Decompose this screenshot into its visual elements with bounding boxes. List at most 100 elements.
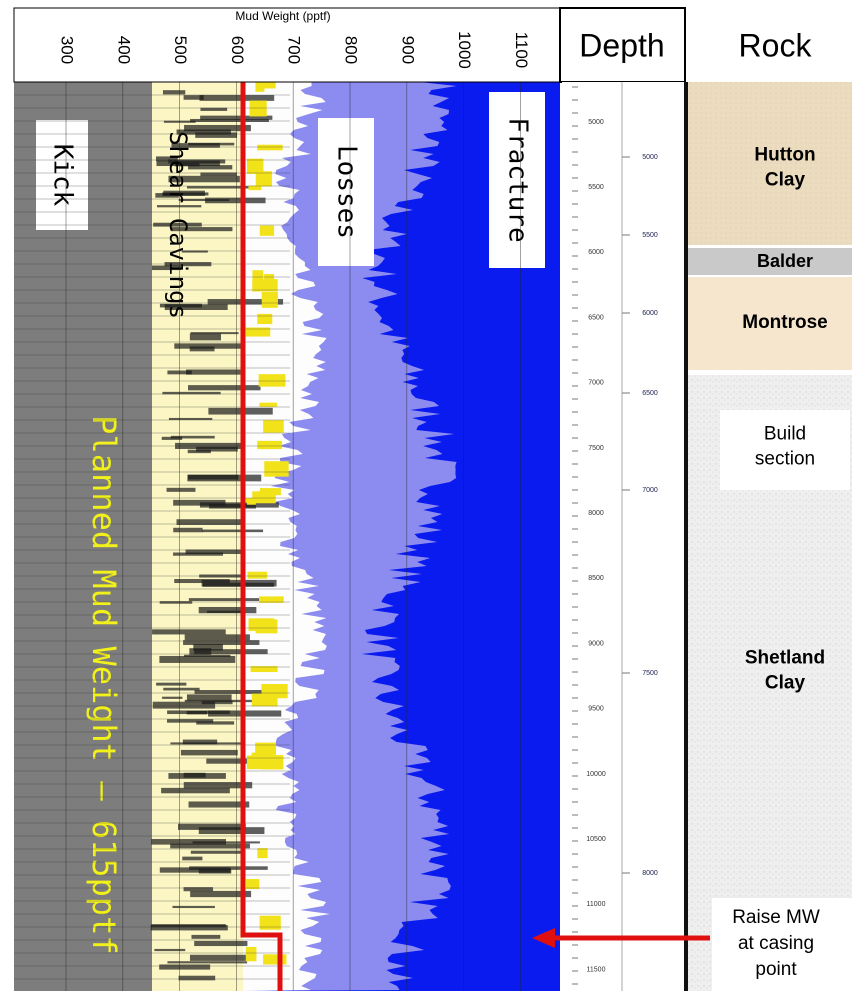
tvd-label: 7500 [642, 670, 658, 677]
noise [184, 773, 206, 778]
noise [189, 866, 268, 870]
noise [167, 719, 213, 723]
tick-label: 600 [228, 36, 247, 64]
noise [156, 683, 186, 686]
axis-title: Mud Weight (pptf) [235, 9, 330, 23]
tick-label: 300 [58, 36, 77, 64]
noise [207, 611, 245, 613]
zone-label: Planned Mud Weight – 615pptf [85, 415, 123, 954]
noise [190, 334, 221, 341]
noise [162, 437, 182, 440]
shear-fill [264, 461, 288, 476]
noise [182, 857, 202, 861]
zone-label: Losses [332, 145, 362, 239]
shear-fill [257, 441, 282, 449]
noise [184, 95, 204, 100]
noise [159, 656, 235, 663]
md-label: 7000 [588, 380, 604, 387]
noise [163, 90, 185, 94]
noise [167, 488, 196, 492]
shear-fill [252, 694, 278, 707]
md-label: 11500 [587, 966, 606, 973]
depth-col [562, 82, 684, 991]
noise [178, 824, 246, 830]
shear-fill [264, 274, 274, 281]
depth-title: Depth [579, 27, 664, 63]
noise [191, 935, 220, 939]
tick-label: 800 [342, 36, 361, 64]
shear-fill [250, 101, 267, 117]
tick-label: 1000 [455, 31, 474, 69]
noise [186, 369, 240, 374]
shear-fill [259, 403, 277, 407]
shear-fill [260, 226, 274, 236]
shear-fill [260, 916, 281, 930]
md-label: 6500 [588, 314, 604, 321]
md-label: 7500 [588, 445, 604, 452]
noise [188, 385, 260, 390]
formation-label: Balder [757, 251, 813, 271]
noise [190, 955, 254, 961]
zone-label: Fracture [503, 117, 533, 242]
shear-fill [248, 572, 268, 579]
md-label: 6000 [588, 249, 604, 256]
shear-fill [256, 619, 278, 633]
noise [202, 580, 277, 587]
md-label: 5500 [588, 184, 604, 191]
shear-fill [246, 879, 259, 889]
noise [205, 198, 266, 204]
zone-label: Kick [48, 144, 78, 207]
noise [189, 801, 250, 807]
noise [152, 629, 226, 634]
noise [190, 347, 215, 352]
noise [187, 711, 207, 714]
noise [189, 598, 263, 601]
noise [187, 475, 261, 482]
formation-label: Montrose [742, 312, 828, 333]
noise [202, 530, 263, 533]
noise [159, 964, 210, 969]
noise [160, 601, 193, 604]
shear-fill [263, 420, 284, 433]
tick-label: 400 [114, 36, 133, 64]
shear-fill [255, 82, 264, 92]
tvd-label: 8000 [642, 870, 658, 877]
md-label: 10500 [586, 836, 606, 843]
tvd-label: 6000 [642, 310, 658, 317]
noise [151, 839, 226, 845]
tvd-label: 7000 [642, 487, 658, 494]
noise [181, 750, 238, 755]
noise [163, 688, 199, 691]
tvd-label: 5000 [642, 154, 658, 161]
noise [194, 941, 247, 946]
noise [169, 418, 212, 420]
shear-fill [260, 488, 281, 495]
shear-fill [262, 292, 278, 308]
shear-fill [256, 171, 272, 186]
shear-fill [261, 755, 283, 769]
shear-fill [259, 374, 286, 386]
noise [161, 788, 230, 793]
noise [173, 528, 202, 532]
md-label: 8500 [588, 575, 604, 582]
rock-title: Rock [739, 27, 813, 63]
md-label: 8000 [588, 510, 604, 517]
tick-label: 500 [171, 36, 190, 64]
noise [179, 976, 216, 981]
noise [200, 95, 275, 101]
noise [187, 694, 232, 700]
md-label: 10000 [586, 771, 606, 778]
shear-fill [257, 145, 282, 151]
shear-fill [257, 848, 267, 858]
tick-label: 900 [398, 36, 417, 64]
md-label: 9500 [588, 706, 604, 713]
noise [172, 906, 214, 908]
tick-label: 1100 [512, 32, 531, 69]
page: {"header":{"axis_title":"Mud Weight (ppt… [0, 0, 852, 991]
noise [196, 447, 238, 452]
log-chart: KickShear CavingsLossesFracturePlanned M… [0, 0, 852, 991]
tvd-label: 6500 [642, 390, 658, 397]
shear-fill [263, 954, 286, 964]
shear-fill [255, 743, 276, 755]
tvd-label: 5500 [642, 232, 658, 239]
